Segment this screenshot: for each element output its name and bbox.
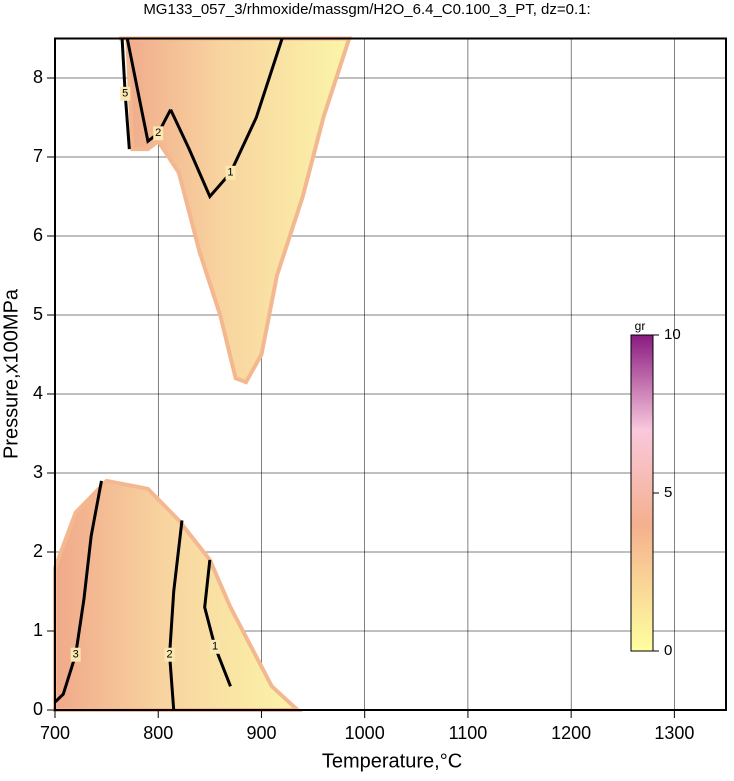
contour-label: 2 [167, 649, 173, 661]
colorbar-label: gr [635, 319, 646, 333]
y-tick-label: 0 [33, 699, 43, 719]
contour-label: 3 [73, 649, 79, 661]
x-tick-label: 1200 [551, 723, 591, 743]
contour-label: 1 [227, 167, 233, 179]
x-tick-label: 900 [246, 723, 276, 743]
contour-label: 1 [212, 641, 218, 653]
y-tick-label: 5 [33, 304, 43, 324]
x-tick-label: 700 [40, 723, 70, 743]
contour-line [203, 559, 232, 687]
contour-label-bg [210, 639, 221, 654]
x-tick-label: 800 [143, 723, 173, 743]
y-axis-label: Pressure,x100MPa [0, 288, 22, 459]
contour-label-bg [70, 647, 81, 662]
contour-line [168, 520, 184, 711]
y-tick-label: 1 [33, 620, 43, 640]
region [119, 36, 352, 385]
contour-label: 5 [122, 88, 128, 100]
contour-label-bg [120, 86, 131, 101]
colorbar-tick-label: 0 [664, 642, 672, 659]
colorbar [630, 334, 654, 652]
contour-label-bg [225, 165, 236, 180]
contour-line [125, 38, 172, 144]
x-tick-label: 1300 [654, 723, 694, 743]
y-tick-label: 3 [33, 462, 43, 482]
y-tick-label: 4 [33, 383, 43, 403]
x-tick-label: 1000 [345, 723, 385, 743]
plot-frame [54, 37, 727, 711]
y-tick-label: 7 [33, 146, 43, 166]
chart-title: MG133_057_3/rhmoxide/massgm/H2O_6.4_C0.1… [143, 1, 590, 18]
x-tick-label: 1100 [449, 723, 488, 743]
contour-line [53, 480, 103, 704]
colorbar-tick-label: 10 [664, 326, 681, 343]
contour-label-bg [164, 647, 175, 662]
y-tick-label: 8 [33, 67, 43, 87]
colorbar-tick-label: 5 [664, 484, 672, 501]
x-axis-label: Temperature,°C [322, 750, 462, 772]
y-tick-label: 6 [33, 225, 43, 245]
contour-line [169, 38, 284, 200]
contour-label-bg [153, 126, 164, 141]
region [53, 478, 303, 712]
y-tick-label: 2 [33, 541, 43, 561]
contour-label: 2 [155, 127, 161, 139]
